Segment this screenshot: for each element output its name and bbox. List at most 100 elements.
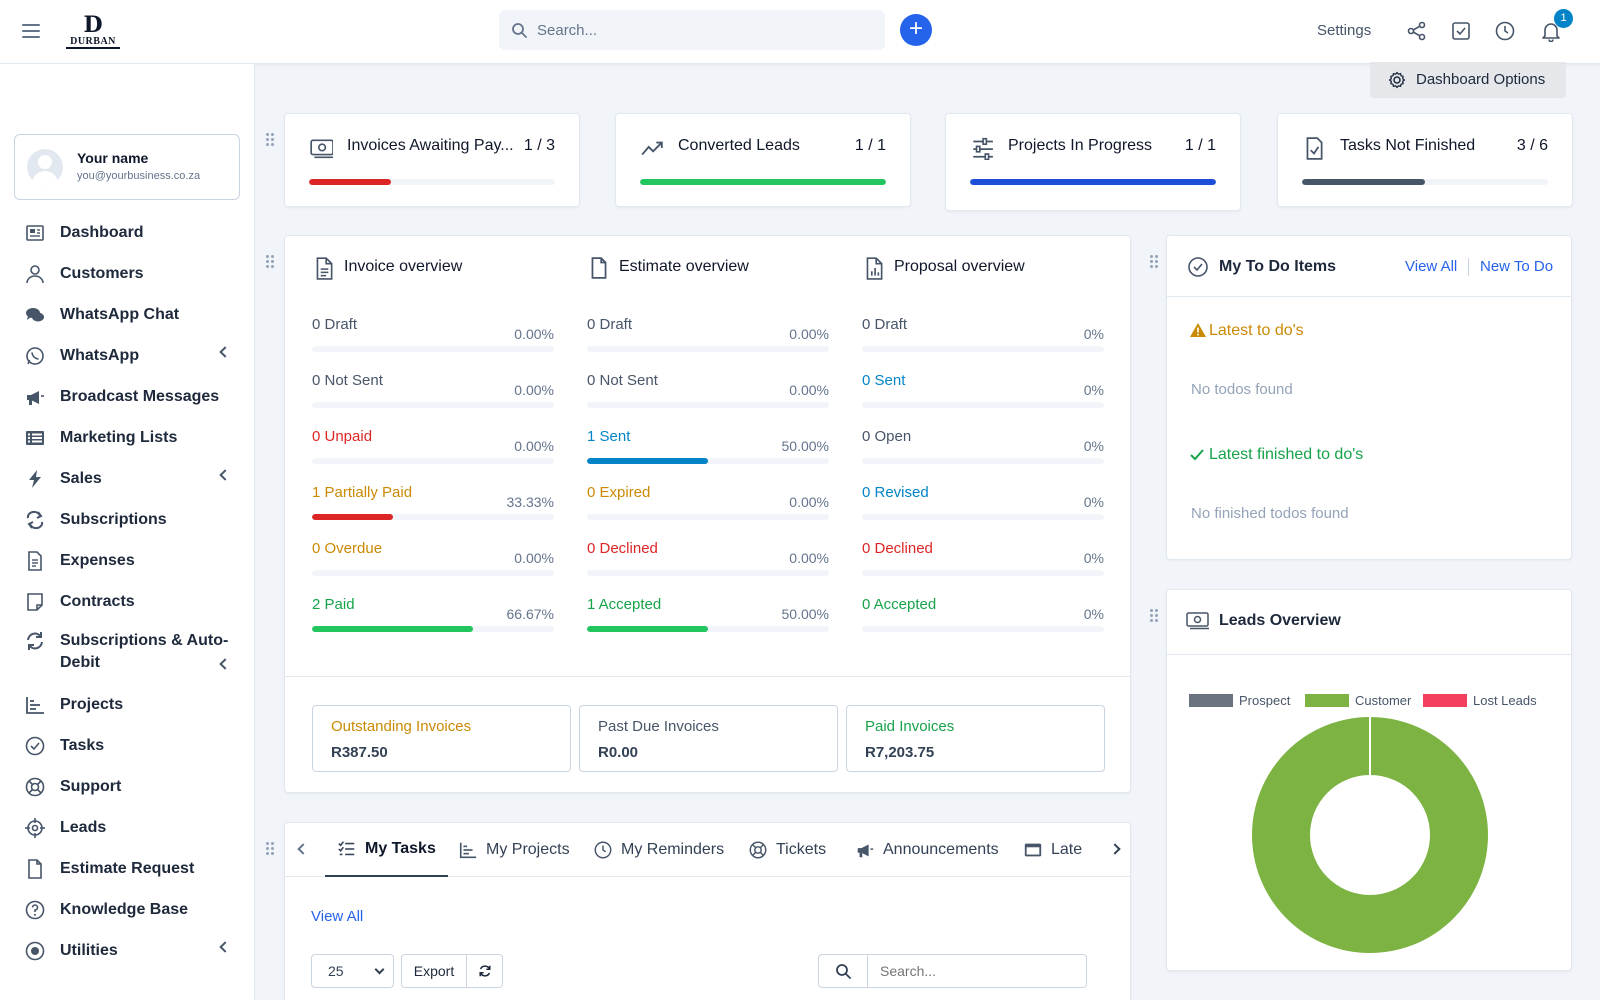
sidebar-item-leads[interactable]: Leads	[0, 807, 254, 848]
estimate-status-row[interactable]: 0 Expired 0.00%	[587, 484, 829, 524]
legend-item[interactable]: Prospect	[1189, 692, 1290, 708]
status-progress-bar	[312, 514, 554, 520]
proposal-status-row[interactable]: 0 Accepted 0%	[862, 596, 1104, 636]
summary-label: Paid Invoices	[865, 718, 955, 735]
tab-announcements[interactable]: Announcements	[855, 823, 999, 877]
stat-card[interactable]: Converted Leads 1 / 1	[615, 113, 911, 207]
tab-my-tasks[interactable]: My Tasks	[325, 823, 448, 877]
drag-handle[interactable]	[266, 255, 276, 269]
legend-label: Lost Leads	[1473, 692, 1537, 708]
sidebar-item-knowledge-base[interactable]: Knowledge Base	[0, 889, 254, 930]
legend-item[interactable]: Customer	[1305, 692, 1411, 708]
estimate-status-row[interactable]: 1 Sent 50.00%	[587, 428, 829, 468]
sidebar-item-estimate-request[interactable]: Estimate Request	[0, 848, 254, 889]
contract-icon-wrap	[24, 591, 46, 613]
sidebar-item-utilities[interactable]: Utilities	[0, 930, 254, 971]
checkbox-icon[interactable]	[1450, 20, 1472, 42]
status-label: 0 Not Sent	[312, 372, 383, 389]
proposal-status-row[interactable]: 0 Declined 0%	[862, 540, 1104, 580]
chart-icon	[459, 842, 477, 859]
drag-handle[interactable]	[1150, 255, 1160, 269]
quick-add-button[interactable]: +	[900, 14, 932, 46]
sidebar-item-customers[interactable]: Customers	[0, 253, 254, 294]
chart-legend: Prospect Customer Lost Leads	[1189, 692, 1569, 712]
settings-link[interactable]: Settings	[1317, 22, 1372, 39]
user-profile-card[interactable]: Your name you@yourbusiness.co.za	[14, 134, 240, 200]
export-button[interactable]: Export	[401, 954, 467, 988]
sidebar-item-broadcast-messages[interactable]: Broadcast Messages	[0, 376, 254, 417]
invoice-status-row[interactable]: 1 Partially Paid 33.33%	[312, 484, 554, 524]
sidebar-item-subscriptions[interactable]: Subscriptions	[0, 499, 254, 540]
page-size-select[interactable]: 25	[311, 954, 394, 988]
invoice-summary-box[interactable]: Outstanding Invoices R387.50	[312, 705, 571, 772]
tabs-next-button[interactable]	[1109, 843, 1121, 855]
sidebar-item-tasks[interactable]: Tasks	[0, 725, 254, 766]
share-icon[interactable]	[1406, 20, 1428, 42]
tab-my-reminders[interactable]: My Reminders	[593, 823, 724, 877]
sidebar-item-expenses[interactable]: Expenses	[0, 540, 254, 581]
stat-card[interactable]: Tasks Not Finished 3 / 6	[1277, 113, 1573, 207]
sidebar-item-sales[interactable]: Sales	[0, 458, 254, 499]
top-bar: D DURBAN + Settings 1	[0, 0, 1600, 64]
todo-view-all-link[interactable]: View All	[1405, 258, 1458, 275]
stat-card[interactable]: Invoices Awaiting Pay... 1 / 3	[284, 113, 580, 207]
drag-handle[interactable]	[266, 133, 276, 147]
sidebar-item-support[interactable]: Support	[0, 766, 254, 807]
legend-item[interactable]: Lost Leads	[1423, 692, 1537, 708]
sliders-icon	[973, 137, 993, 161]
sidebar-item-whatsapp[interactable]: WhatsApp	[0, 335, 254, 376]
new-todo-link[interactable]: New To Do	[1480, 258, 1554, 275]
check-circle-icon	[1188, 257, 1208, 277]
target-icon	[25, 941, 45, 960]
dashboard-options-button[interactable]: Dashboard Options	[1370, 62, 1566, 98]
tab-lates[interactable]: Lates	[1023, 823, 1083, 877]
sidebar-item-whatsapp-chat[interactable]: WhatsApp Chat	[0, 294, 254, 335]
stat-card[interactable]: Projects In Progress 1 / 1	[945, 113, 1241, 211]
status-progress-fill	[587, 626, 708, 632]
invoice-status-row[interactable]: 0 Not Sent 0.00%	[312, 372, 554, 412]
check-icon	[1190, 449, 1204, 461]
status-progress-bar	[862, 626, 1104, 632]
global-search-input[interactable]	[537, 10, 877, 50]
menu-icon[interactable]	[22, 24, 40, 38]
bell-icon[interactable]	[1540, 20, 1562, 42]
status-progress-bar	[862, 514, 1104, 520]
proposal-status-row[interactable]: 0 Sent 0%	[862, 372, 1104, 412]
clock-icon[interactable]	[1494, 20, 1516, 42]
proposal-status-row[interactable]: 0 Open 0%	[862, 428, 1104, 468]
sidebar-item-label: WhatsApp Chat	[60, 305, 180, 323]
proposal-status-row[interactable]: 0 Revised 0%	[862, 484, 1104, 524]
invoice-status-row[interactable]: 0 Unpaid 0.00%	[312, 428, 554, 468]
sidebar-item-subscriptions-auto-debit[interactable]: Subscriptions & Auto-Debit	[0, 622, 254, 684]
status-label: 0 Not Sent	[587, 372, 658, 389]
estimate-status-row[interactable]: 1 Accepted 50.00%	[587, 596, 829, 636]
logo[interactable]: D DURBAN	[66, 14, 120, 50]
invoice-summary-box[interactable]: Past Due Invoices R0.00	[579, 705, 838, 772]
estimate-status-row[interactable]: 0 Declined 0.00%	[587, 540, 829, 580]
invoice-status-row[interactable]: 0 Overdue 0.00%	[312, 540, 554, 580]
tasks-widget-card: My Tasks My Projects My Reminders Tickets An…	[284, 822, 1131, 1000]
tab-tickets[interactable]: Tickets	[748, 823, 826, 877]
sidebar-item-marketing-lists[interactable]: Marketing Lists	[0, 417, 254, 458]
proposal-status-row[interactable]: 0 Draft 0%	[862, 316, 1104, 356]
table-search-button[interactable]	[818, 954, 868, 988]
sidebar-item-dashboard[interactable]: Dashboard	[0, 212, 254, 253]
sidebar-item-projects[interactable]: Projects	[0, 684, 254, 725]
invoice-status-row[interactable]: 2 Paid 66.67%	[312, 596, 554, 636]
estimate-overview-heading: Estimate overview	[587, 256, 847, 280]
status-label: 0 Sent	[862, 372, 906, 389]
tasks-view-all-link[interactable]: View All	[311, 908, 364, 925]
reload-button[interactable]	[466, 954, 503, 988]
estimate-status-row[interactable]: 0 Draft 0.00%	[587, 316, 829, 356]
tab-my-projects[interactable]: My Projects	[458, 823, 570, 877]
drag-handle[interactable]	[266, 842, 276, 856]
sidebar-item-contracts[interactable]: Contracts	[0, 581, 254, 622]
tabs-prev-button[interactable]	[297, 843, 309, 855]
estimate-status-row[interactable]: 0 Not Sent 0.00%	[587, 372, 829, 412]
invoice-status-row[interactable]: 0 Draft 0.00%	[312, 316, 554, 356]
drag-handle[interactable]	[1150, 609, 1160, 623]
invoice-summary-box[interactable]: Paid Invoices R7,203.75	[846, 705, 1105, 772]
status-percent: 0.00%	[789, 494, 829, 510]
summary-value: R7,203.75	[865, 744, 935, 761]
table-search-input[interactable]	[867, 954, 1087, 988]
